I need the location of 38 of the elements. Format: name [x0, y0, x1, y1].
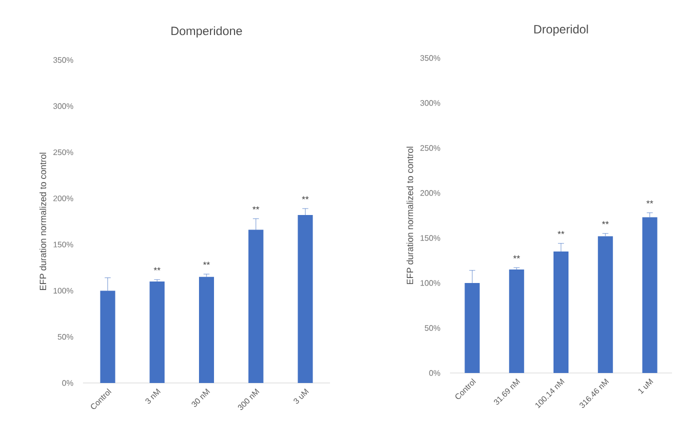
y-tick-label: 300%: [53, 103, 74, 109]
bar: [199, 276, 214, 383]
y-axis-title: EFP duration normalized to control: [406, 146, 414, 284]
y-tick-label: 50%: [424, 325, 440, 331]
annotation: **: [646, 200, 654, 204]
y-tick-label: 250%: [420, 145, 440, 151]
y-tick-label: 200%: [53, 196, 74, 202]
y-tick-label: 0%: [62, 380, 74, 386]
annotation: **: [558, 230, 564, 234]
bar: [598, 236, 613, 373]
y-tick-label: 100%: [420, 280, 440, 286]
y-tick-label: 150%: [420, 235, 440, 241]
y-tick-label: 50%: [58, 334, 74, 340]
annotation: **: [203, 262, 210, 265]
y-tick-label: 100%: [54, 288, 74, 294]
y-tick-label: 250%: [53, 149, 74, 156]
chart-title: Domperidone: [171, 26, 242, 38]
y-tick-label: 150%: [54, 242, 74, 248]
y-tick-label: 0%: [429, 370, 440, 376]
y-axis-title: EFP duration normalized to control: [40, 152, 46, 290]
annotation: **: [302, 196, 309, 200]
annotation: **: [513, 255, 520, 258]
annotation: **: [252, 206, 260, 210]
x-tick-label: 3 nM: [145, 388, 161, 404]
chart-title: Droperidol: [534, 24, 588, 36]
y-tick-label: 350%: [420, 55, 440, 61]
x-tick-label: 30 nM: [192, 388, 210, 407]
x-tick-label: 300 nM: [238, 388, 260, 410]
bar: [509, 269, 524, 373]
y-tick-label: 350%: [53, 57, 74, 63]
bar: [642, 217, 658, 373]
x-tick-label: 1 uM: [638, 378, 654, 394]
annotation: **: [154, 267, 160, 270]
y-tick-label: 200%: [420, 190, 440, 196]
x-tick-label: 3 uM: [294, 388, 309, 404]
y-tick-label: 300%: [420, 100, 440, 106]
bar: [150, 281, 165, 383]
annotation: **: [602, 221, 609, 224]
